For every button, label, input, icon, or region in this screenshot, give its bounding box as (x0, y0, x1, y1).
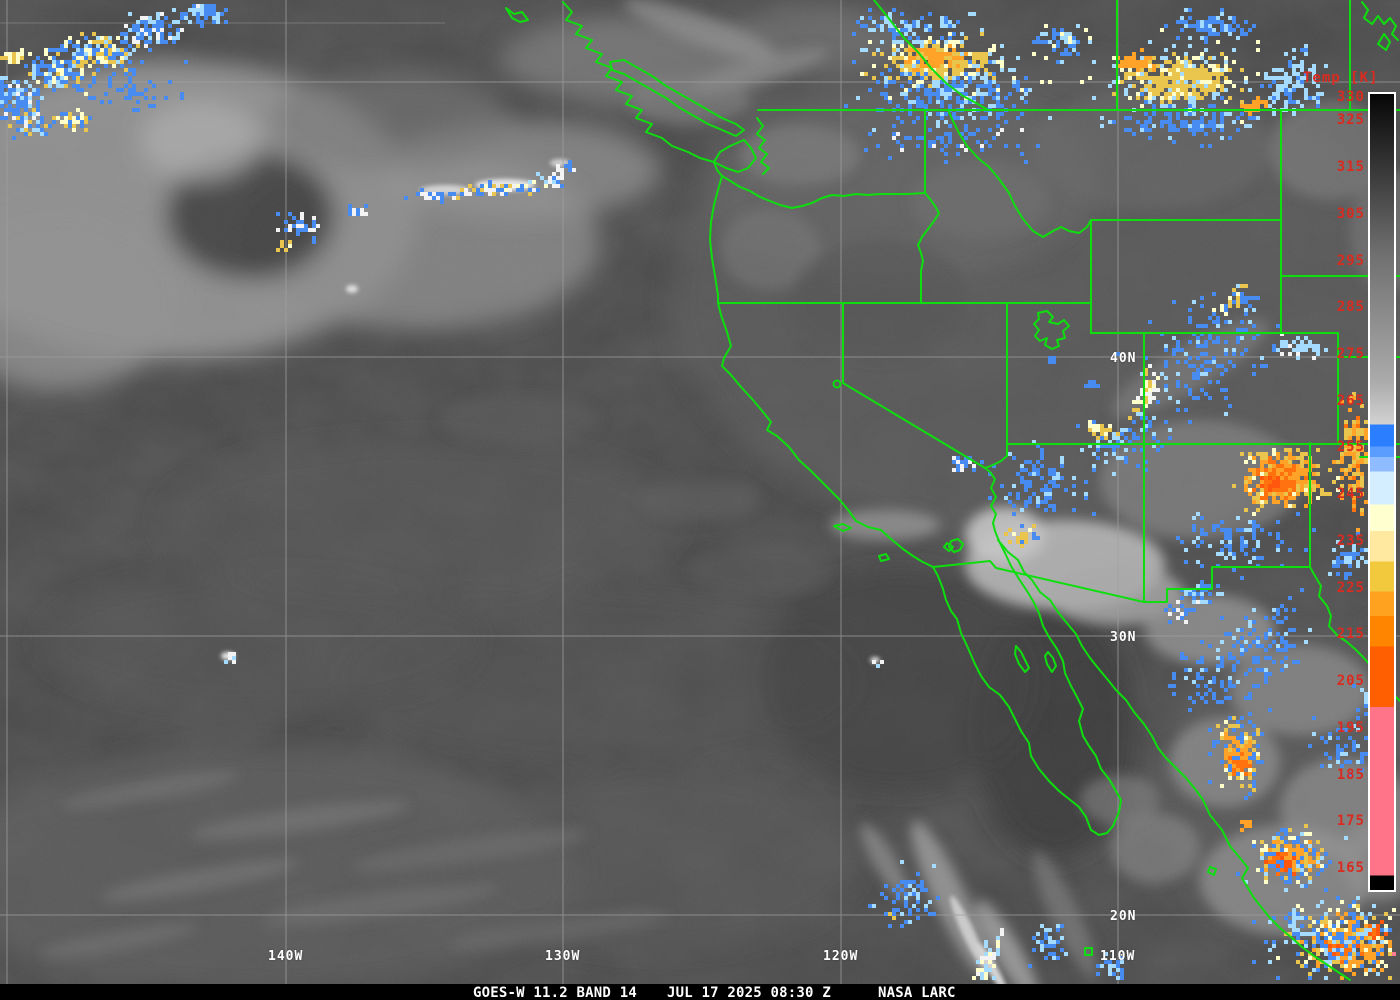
colorbar-tick: 265 (1336, 393, 1365, 409)
colorbar-tick: 175 (1336, 813, 1365, 829)
colorbar-title: Temp [K] (1303, 70, 1379, 86)
longitude-label: 120W (823, 949, 859, 964)
colorbar-tick: 315 (1336, 159, 1365, 175)
colorbar-tick: 285 (1336, 299, 1365, 315)
colorbar-tick: 185 (1336, 767, 1365, 783)
temperature-colorbar (1368, 92, 1396, 892)
caption-bar: GOES-W 11.2 BAND 14 JUL 17 2025 08:30 Z … (0, 984, 1400, 1000)
colorbar-tick: 205 (1336, 673, 1365, 689)
colorbar-tick: 325 (1336, 112, 1365, 128)
longitude-label: 110W (1100, 949, 1136, 964)
latitude-label: 20N (1110, 909, 1137, 924)
colorbar-tick: 330 (1336, 89, 1365, 105)
longitude-label: 140W (268, 949, 304, 964)
colorbar-tick: 195 (1336, 720, 1365, 736)
colorbar-tick: 255 (1336, 439, 1365, 455)
latitude-label: 30N (1110, 630, 1137, 645)
longitude-label: 130W (545, 949, 581, 964)
colorbar-tick: 305 (1336, 206, 1365, 222)
colorbar-tick: 235 (1336, 533, 1365, 549)
colorbar-tick: 275 (1336, 346, 1365, 362)
colorbar-gradient (1370, 94, 1394, 890)
colorbar-tick: 295 (1336, 253, 1365, 269)
caption-timestamp: JUL 17 2025 08:30 Z (667, 985, 831, 1000)
colorbar-tick: 225 (1336, 580, 1365, 596)
latitude-label: 40N (1110, 351, 1137, 366)
caption-source: NASA LARC (878, 985, 956, 1000)
colorbar-tick: 215 (1336, 626, 1365, 642)
colorbar-tick: 165 (1336, 860, 1365, 876)
colorbar-tick: 245 (1336, 486, 1365, 502)
caption-product: GOES-W 11.2 BAND 14 (473, 985, 637, 1000)
